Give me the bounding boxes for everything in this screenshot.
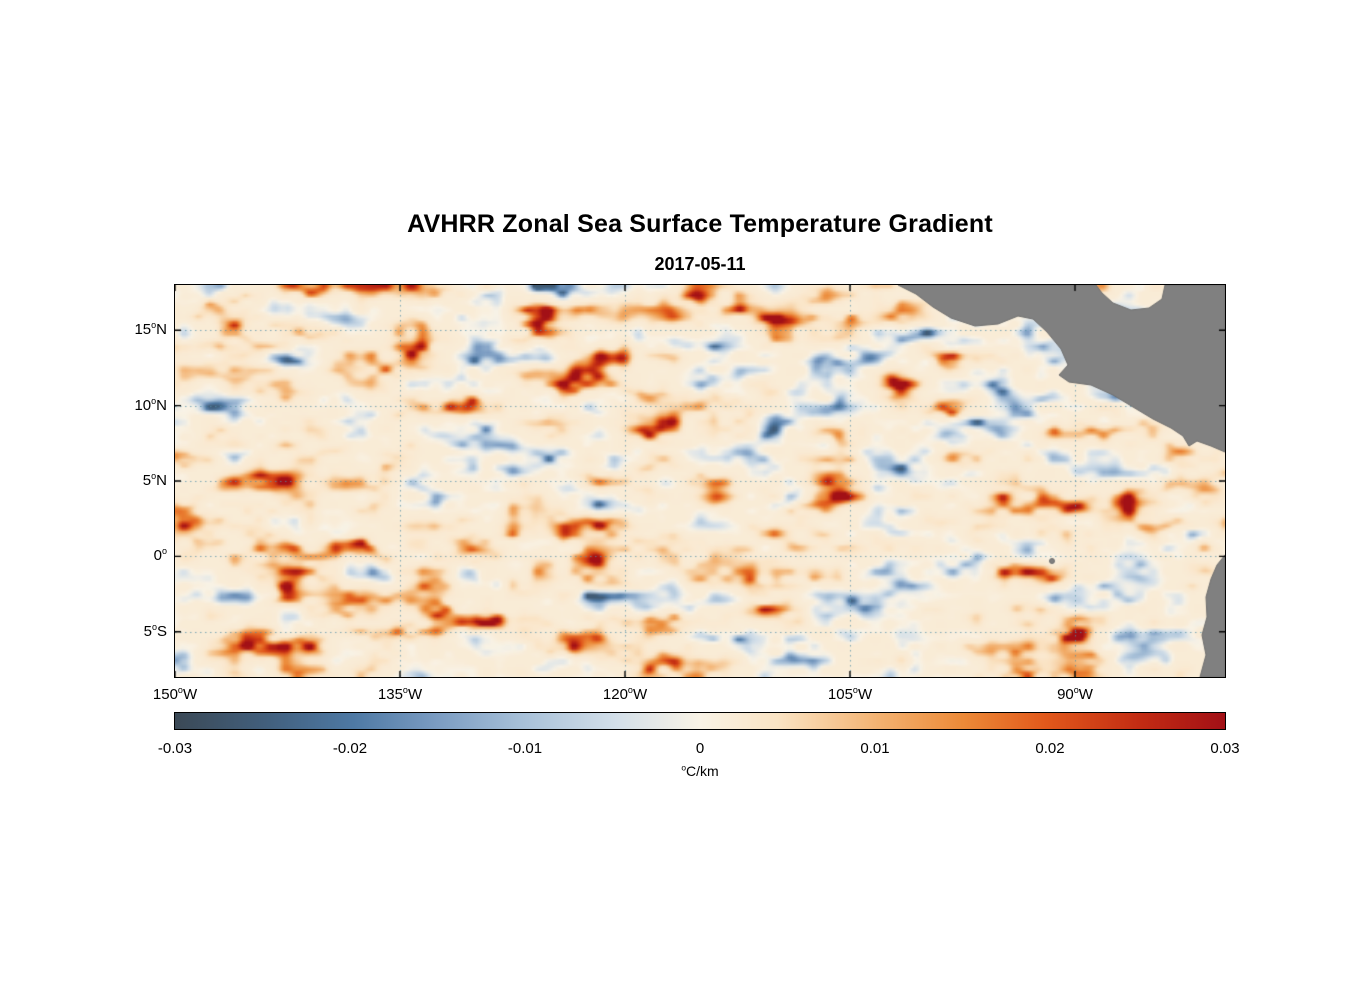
colorbar-tick-label: -0.03 bbox=[157, 740, 193, 757]
x-axis-tick-label: 120oW bbox=[602, 685, 648, 704]
sst-gradient-heatmap-canvas bbox=[174, 284, 1225, 677]
y-axis-tick-label: 10oN bbox=[134, 395, 167, 414]
y-axis-tick-label: 5oS bbox=[143, 621, 167, 640]
y-axis-tick-label: 5oN bbox=[142, 471, 167, 490]
colorbar-tick-label: -0.01 bbox=[507, 740, 543, 757]
x-axis-tick-label: 90oW bbox=[1057, 685, 1093, 704]
colorbar bbox=[174, 712, 1226, 730]
x-axis-tick-label: 105oW bbox=[827, 685, 873, 704]
x-axis-tick-label: 150oW bbox=[152, 685, 198, 704]
unit-text: C/km bbox=[686, 763, 719, 779]
y-axis-tick-label: 15oN bbox=[134, 320, 167, 339]
colorbar-tick-label: 0.03 bbox=[1210, 740, 1240, 757]
map-plot-area bbox=[173, 283, 1226, 678]
x-axis-tick-label: 135oW bbox=[377, 685, 423, 704]
colorbar-tick-label: 0.01 bbox=[860, 740, 890, 757]
colorbar-tick-label: -0.02 bbox=[332, 740, 368, 757]
colorbar-tick-label: 0.02 bbox=[1035, 740, 1065, 757]
chart-subtitle: 2017-05-11 bbox=[654, 254, 746, 274]
colorbar-gradient bbox=[175, 713, 1225, 729]
colorbar-unit-label: oC/km bbox=[175, 763, 1225, 779]
chart-title: AVHRR Zonal Sea Surface Temperature Grad… bbox=[407, 210, 993, 238]
degree-superscript: o bbox=[681, 762, 686, 773]
y-axis-tick-label: 0o bbox=[153, 546, 167, 565]
colorbar-tick-label: 0 bbox=[695, 740, 705, 757]
